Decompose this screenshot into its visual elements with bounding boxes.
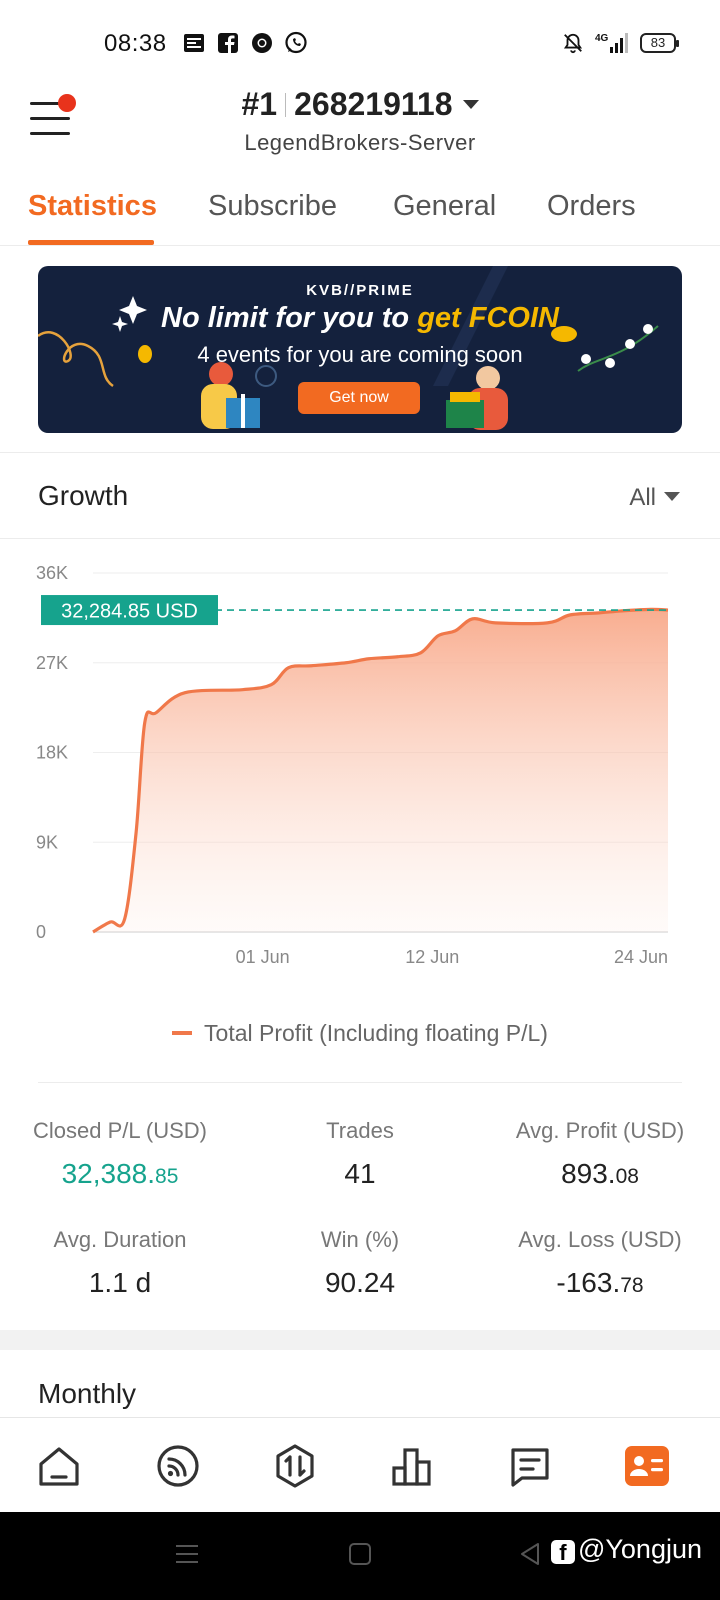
- series-line: [92, 607, 669, 934]
- signal-4g-icon: 4G: [595, 33, 628, 53]
- x-tick-label: 12 Jun: [405, 947, 459, 967]
- banner-headline: No limit for you to get FCOIN: [161, 302, 559, 334]
- account-number: 268219118: [294, 86, 453, 122]
- x-tick-label: 01 Jun: [236, 947, 290, 967]
- y-tick-label: 0: [36, 922, 46, 942]
- banner-subtitle: 4 events for you are coming soon: [197, 342, 523, 367]
- tab-statistics[interactable]: Statistics: [28, 190, 157, 222]
- profile-card-icon[interactable]: [623, 1442, 671, 1490]
- section-divider: [0, 452, 720, 453]
- section-gap: [0, 1330, 720, 1350]
- get-now-button[interactable]: Get now: [298, 382, 420, 414]
- stat-label: Win (%): [320, 1227, 400, 1252]
- chevron-down-icon: [462, 100, 479, 109]
- messages-icon[interactable]: [506, 1442, 554, 1490]
- home-icon[interactable]: [35, 1442, 83, 1490]
- section-divider: [38, 1082, 682, 1083]
- bottom-nav: [0, 1417, 720, 1512]
- legend-label: Total Profit (Including floating P/L): [204, 1020, 548, 1046]
- growth-chart: 36K 27K 18K 9K 0 01 Jun 12 Jun 24 Jun 32,284.85 …: [0, 560, 720, 1000]
- x-tick-label: 24 Jun: [614, 947, 668, 967]
- stat-label: Closed P/L (USD): [32, 1118, 207, 1143]
- current-value-label: 32,284.85 USD: [61, 601, 198, 623]
- y-tick-label: 9K: [36, 832, 58, 852]
- stat-value: 1.1 d: [88, 1267, 152, 1298]
- notification-dot: [58, 94, 76, 112]
- active-tab-indicator: [28, 240, 154, 245]
- stat-trades: Trades 41: [240, 1118, 480, 1190]
- stat-avg-profit: Avg. Profit (USD) 893.08: [480, 1118, 720, 1190]
- menu-button[interactable]: [30, 94, 76, 140]
- stat-avg-duration: Avg. Duration 1.1 d: [0, 1227, 240, 1299]
- status-right-group: 4G 83: [562, 31, 679, 55]
- growth-chart-svg: 36K 27K 18K 9K 0 01 Jun 12 Jun 24 Jun 32,284.85 …: [36, 563, 669, 967]
- legend-swatch: [172, 1031, 193, 1035]
- monthly-title: Monthly: [38, 1378, 137, 1409]
- account-rank: #1: [241, 86, 278, 122]
- watermark: f @Yongjun: [550, 1534, 702, 1565]
- stat-label: Avg. Duration: [53, 1227, 187, 1252]
- signal-feed-icon[interactable]: [154, 1442, 202, 1490]
- status-bar: 08:38 4G 83: [0, 0, 720, 88]
- stat-value: 90.24: [324, 1267, 396, 1298]
- y-tick-label: 36K: [36, 563, 68, 583]
- stat-value: 41: [344, 1158, 376, 1189]
- tab-general[interactable]: General: [393, 190, 497, 222]
- status-time: 08:38: [104, 30, 167, 57]
- tab-bar: Statistics Subscribe General Orders: [0, 184, 720, 246]
- banner-brand: KVB//PRIME: [306, 282, 414, 299]
- bell-off-icon: [563, 33, 583, 54]
- recents-button[interactable]: [174, 1542, 200, 1566]
- svg-text:4G: 4G: [595, 33, 609, 44]
- tab-subscribe[interactable]: Subscribe: [208, 190, 337, 222]
- section-divider: [0, 538, 720, 539]
- home-button[interactable]: [348, 1542, 372, 1566]
- stat-label: Trades: [326, 1118, 394, 1143]
- account-selector[interactable]: #1 268219118: [0, 86, 720, 123]
- promo-banner[interactable]: KVB//PRIME No limit for you to get FCOIN…: [38, 266, 682, 433]
- stat-label: Avg. Profit (USD): [515, 1118, 685, 1143]
- back-button[interactable]: [518, 1542, 542, 1566]
- chrome-icon: [252, 33, 272, 53]
- banner-decoration: [38, 266, 659, 430]
- server-name: LegendBrokers-Server: [244, 130, 476, 155]
- news-icon: [184, 34, 204, 52]
- stat-label: Avg. Loss (USD): [518, 1227, 682, 1252]
- battery-icon: 83: [640, 33, 679, 53]
- stat-win: Win (%) 90.24: [240, 1227, 480, 1299]
- stat-value: -163.78: [556, 1267, 644, 1298]
- stat-avg-loss: Avg. Loss (USD) -163.78: [480, 1227, 720, 1299]
- growth-title: Growth: [38, 480, 129, 511]
- trade-icon[interactable]: [271, 1442, 319, 1490]
- chevron-down-icon: [664, 492, 680, 501]
- stat-value: 893.08: [561, 1158, 639, 1189]
- y-tick-label: 18K: [36, 743, 68, 763]
- whatsapp-icon: [285, 31, 307, 54]
- system-nav-bar: f @Yongjun: [0, 1512, 720, 1600]
- y-tick-label: 27K: [36, 653, 68, 673]
- growth-filter-dropdown[interactable]: All: [629, 484, 680, 512]
- stat-closed-pl: Closed P/L (USD) 32,388.85: [0, 1118, 240, 1190]
- current-value-badge: [41, 595, 218, 626]
- chart-legend: Total Profit (Including floating P/L): [0, 1020, 720, 1047]
- tab-orders[interactable]: Orders: [547, 190, 636, 222]
- facebook-icon: f: [550, 1540, 575, 1565]
- chart-icon[interactable]: [388, 1442, 436, 1490]
- facebook-icon: [218, 33, 238, 53]
- stat-value: 32,388.85: [61, 1158, 179, 1189]
